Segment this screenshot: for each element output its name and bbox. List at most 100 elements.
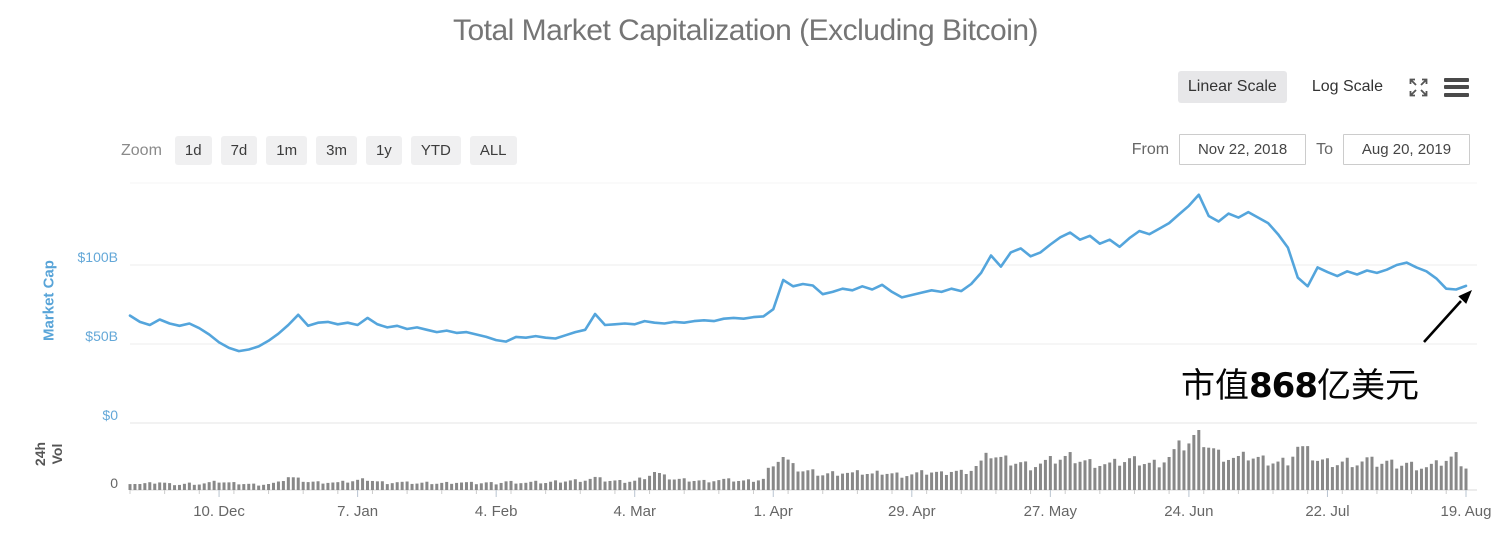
volume-bar [1142, 464, 1146, 490]
zoom-option-3m[interactable]: 3m [316, 136, 357, 165]
volume-bar [662, 474, 666, 490]
fullscreen-icon[interactable] [1408, 77, 1429, 98]
volume-bar [742, 480, 746, 490]
volume-bar [984, 452, 988, 490]
volume-bar [603, 481, 607, 490]
volume-bar [1281, 457, 1285, 490]
x-axis-label: 29. Apr [888, 503, 936, 520]
volume-bar [1355, 465, 1359, 490]
volume-bar [687, 481, 691, 490]
volume-bar [400, 481, 404, 490]
volume-bar [771, 466, 775, 490]
volume-bar [306, 482, 310, 490]
zoom-option-1m[interactable]: 1m [266, 136, 308, 165]
volume-bar [1345, 457, 1349, 490]
volume-bar [697, 480, 701, 490]
volume-bar [474, 484, 478, 490]
volume-bar [276, 481, 280, 490]
zoom-option-ytd[interactable]: YTD [410, 136, 461, 165]
volume-axis-title-line2: Vol [49, 443, 65, 465]
y-axis-label: $50B [85, 328, 118, 344]
volume-bar [504, 481, 508, 490]
volume-bar [1236, 455, 1240, 490]
volume-bar [529, 481, 533, 490]
volume-bar [1004, 455, 1008, 490]
volume-bar [865, 473, 869, 490]
volume-bar [252, 483, 256, 490]
volume-bar [440, 482, 444, 490]
log-scale-button[interactable]: Log Scale [1311, 78, 1383, 95]
volume-bar [1212, 448, 1216, 490]
volume-bar [212, 480, 216, 490]
volume-bar [435, 483, 439, 490]
volume-bar [1132, 456, 1136, 490]
zoom-option-7d[interactable]: 7d [220, 136, 258, 165]
volume-bar [935, 471, 939, 490]
volume-bar [1043, 459, 1047, 490]
volume-bar [999, 456, 1003, 490]
volume-bar [1424, 467, 1428, 490]
volume-bar [1167, 457, 1171, 490]
volume-bar [608, 480, 612, 490]
volume-bar [217, 482, 221, 490]
volume-bar [732, 481, 736, 490]
volume-bar [831, 471, 835, 490]
volume-bar [232, 482, 236, 490]
volume-bar [944, 474, 948, 490]
volume-bar [257, 485, 261, 490]
volume-bar [761, 478, 765, 490]
volume-bar [885, 473, 889, 490]
volume-bar [296, 477, 300, 490]
x-axis-label: 4. Feb [475, 503, 518, 520]
volume-bar [1335, 465, 1339, 490]
volume-bar [1340, 461, 1344, 490]
volume-bar [747, 479, 751, 490]
volume-bar [925, 474, 929, 490]
menu-icon[interactable] [1444, 77, 1469, 97]
volume-bar [949, 471, 953, 490]
volume-bar [643, 479, 647, 490]
volume-bar [811, 469, 815, 490]
volume-bar [672, 479, 676, 490]
volume-bar [880, 474, 884, 490]
volume-bar [821, 475, 825, 490]
volume-bar [534, 480, 538, 490]
volume-bar [361, 478, 365, 490]
page-title: Total Market Capitalization (Excluding B… [452, 14, 1039, 47]
volume-bar [756, 480, 760, 490]
volume-bar [464, 482, 468, 490]
volume-bar [959, 469, 963, 490]
volume-bar [682, 478, 686, 490]
x-axis-label: 4. Mar [613, 503, 656, 520]
volume-bar [667, 479, 671, 490]
volume-bar [519, 483, 523, 490]
volume-bar [1321, 459, 1325, 490]
volume-bar [657, 472, 661, 490]
volume-bar [227, 482, 231, 490]
volume-bar [301, 481, 305, 490]
x-axis-label: 7. Jan [337, 503, 378, 520]
linear-scale-button[interactable]: Linear Scale [1177, 71, 1287, 103]
zoom-option-1y[interactable]: 1y [365, 136, 402, 165]
volume-bar [653, 472, 657, 490]
volume-bar [469, 481, 473, 490]
volume-bar [1113, 458, 1117, 490]
volume-bar [737, 480, 741, 490]
volume-bar [712, 481, 716, 490]
market-cap-annotation: 市值868亿美元 [1181, 358, 1419, 407]
volume-bar [1029, 470, 1033, 490]
zoom-option-all[interactable]: ALL [469, 136, 517, 165]
volume-bar [1266, 465, 1270, 490]
volume-bar [751, 481, 755, 490]
from-date-input[interactable] [1179, 134, 1307, 165]
volume-bar [1217, 449, 1221, 490]
volume-bar [1226, 459, 1230, 490]
volume-bar [326, 482, 330, 490]
to-date-input[interactable] [1343, 134, 1470, 165]
x-axis-label: 22. Jul [1305, 503, 1349, 520]
volume-bar [455, 482, 459, 490]
zoom-option-1d[interactable]: 1d [174, 136, 212, 165]
volume-bar [583, 480, 587, 490]
volume-bar [1419, 468, 1423, 490]
